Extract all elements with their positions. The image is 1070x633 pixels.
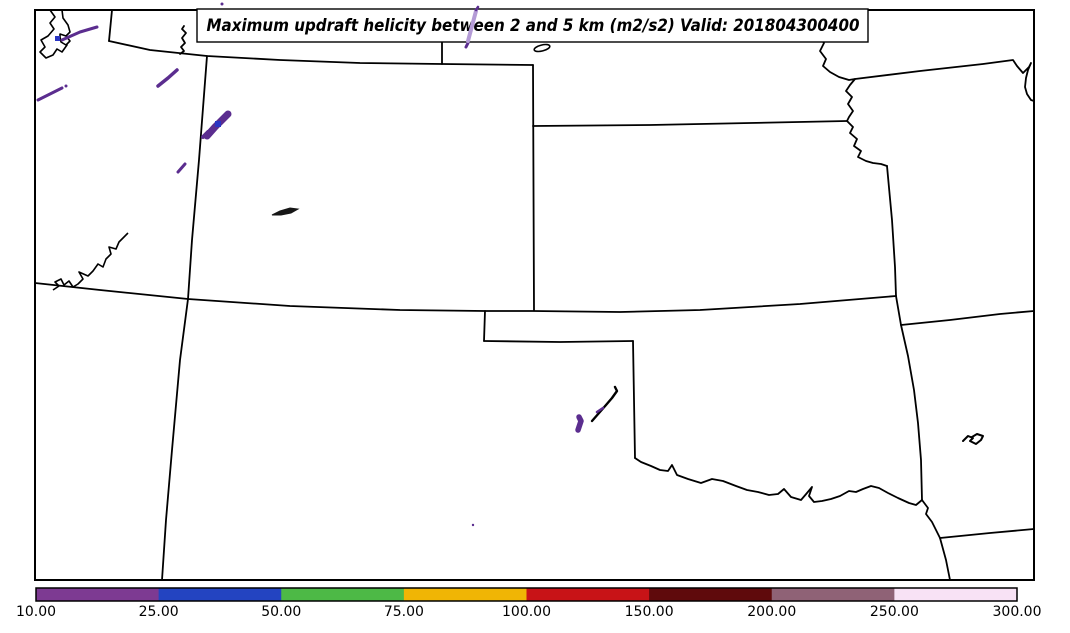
colorbar-tick-label: 250.00 bbox=[870, 604, 919, 620]
border-ia-mo bbox=[854, 59, 1035, 102]
uh-tracks-over-title-layer bbox=[220, 2, 480, 49]
colorbar-segment-50-75 bbox=[281, 588, 405, 601]
uh-core-gsl bbox=[55, 36, 60, 41]
uh-outline-utah-border bbox=[179, 25, 187, 55]
colorbar-tick-label: 300.00 bbox=[993, 604, 1042, 620]
uh-core-wyoming bbox=[215, 121, 221, 127]
border-mo-ar bbox=[900, 310, 1035, 326]
colorbar: 10.00 25.00 50.00 75.00 100.00 150.00 200.00 25… bbox=[16, 587, 1042, 620]
border-ok-nm-103w bbox=[483, 310, 486, 342]
map-title: Maximum updraft helicity between 2 and 5… bbox=[207, 16, 860, 35]
uh-streak-title-over bbox=[466, 9, 478, 43]
colorbar-segment-150-200 bbox=[649, 588, 773, 601]
title-box-group: Maximum updraft helicity between 2 and 5… bbox=[196, 8, 869, 43]
colorbar-tick-label: 50.00 bbox=[261, 604, 301, 620]
colorbar-segment-10-25 bbox=[36, 588, 160, 601]
lake-powell-lake-outline bbox=[52, 232, 129, 291]
uh-outline-colorado bbox=[271, 207, 300, 216]
border-ok-tx-100w bbox=[632, 340, 636, 459]
uh-tracks-layer bbox=[36, 25, 984, 527]
uh-swath-utah-ne bbox=[156, 68, 179, 88]
border-co-east-102w bbox=[532, 64, 535, 311]
border-ar-la bbox=[939, 528, 1035, 539]
uh-swath-gsl bbox=[60, 25, 99, 42]
colorbar-segment-25-50 bbox=[158, 588, 282, 601]
uh-streak-title-upper bbox=[474, 5, 480, 12]
red-river bbox=[634, 457, 923, 506]
uh-swath-wyoming-tail bbox=[201, 130, 210, 139]
border-tx-ar-la bbox=[921, 499, 951, 581]
state-borders-layer bbox=[34, 9, 1035, 581]
border-ut-wy-111w bbox=[108, 9, 113, 42]
uh-dot-texas bbox=[471, 523, 475, 527]
border-ne-ks-40n bbox=[532, 120, 848, 127]
title-box bbox=[196, 8, 869, 43]
uh-swath-oklahoma bbox=[575, 414, 584, 433]
uh-streak-title-lower bbox=[464, 41, 470, 49]
colorbar-segment-100-150 bbox=[526, 588, 650, 601]
colorbar-tick-label: 100.00 bbox=[502, 604, 551, 620]
missouri-river bbox=[816, 9, 888, 167]
colorbar-segment-200-250 bbox=[771, 588, 895, 601]
uh-dot-idaho bbox=[64, 84, 68, 88]
colorbar-segment-75-100 bbox=[403, 588, 527, 601]
colorbar-tick-label: 25.00 bbox=[139, 604, 179, 620]
uh-swath-idaho bbox=[36, 86, 64, 102]
great-salt-lake-lake-outline bbox=[39, 9, 71, 59]
colorbar-tick-label: 75.00 bbox=[384, 604, 424, 620]
colorbar-tick-label: 10.00 bbox=[16, 604, 56, 620]
colorbar-segment-250-300 bbox=[894, 588, 1018, 601]
border-ok-tx-panhandle bbox=[483, 340, 634, 343]
uh-swath-utah-small bbox=[176, 162, 187, 174]
colorbar-tick-label: 150.00 bbox=[625, 604, 674, 620]
uh-outline-nebraska bbox=[533, 43, 551, 53]
uh-swath-kansas-small bbox=[595, 406, 605, 414]
uh-dot-above-title bbox=[220, 2, 224, 6]
uh-outline-kansas bbox=[590, 385, 619, 423]
colorbar-tick-label: 200.00 bbox=[747, 604, 796, 620]
border-ks-mo bbox=[886, 165, 897, 297]
uh-outline-arkansas bbox=[962, 433, 984, 445]
border-109w-four-corners bbox=[161, 55, 208, 581]
colorbar-outline bbox=[35, 587, 1018, 602]
